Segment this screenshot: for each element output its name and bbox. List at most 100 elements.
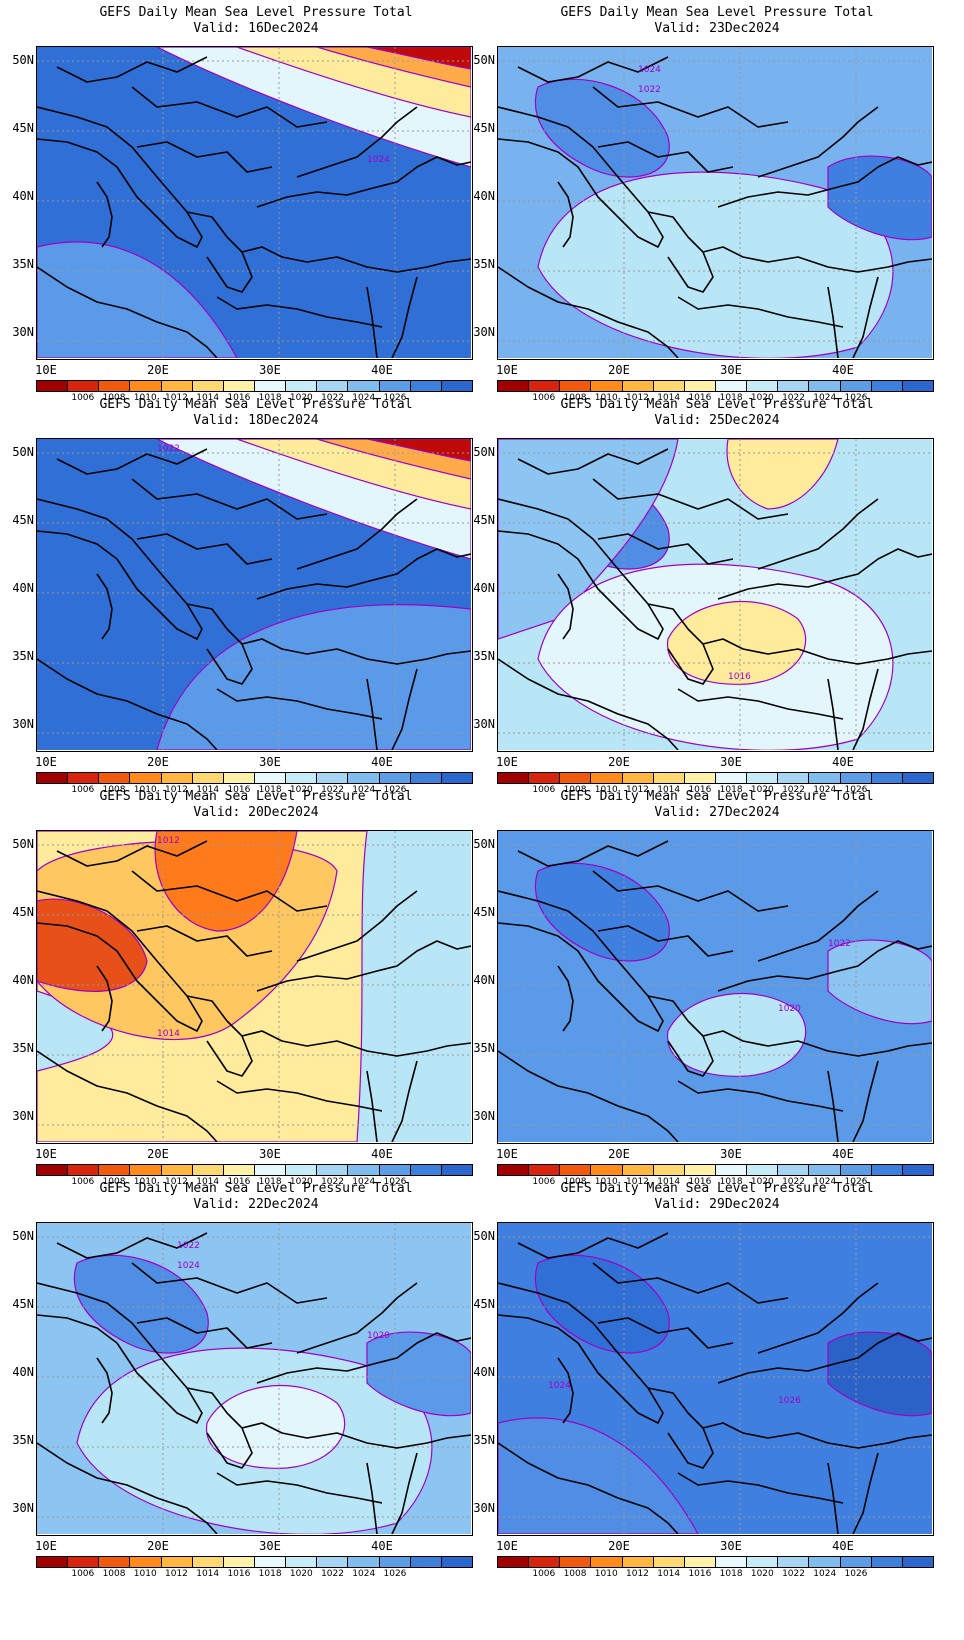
- contour-label: 1014: [157, 1029, 180, 1039]
- colorbar-swatch: [560, 1165, 592, 1175]
- coastline: [597, 533, 734, 565]
- colorbar-label: 1024: [352, 1569, 376, 1579]
- panel-valid-date: Valid: 16Dec2024: [193, 21, 319, 36]
- panel-valid-date: Valid: 20Dec2024: [193, 805, 319, 820]
- coastline: [131, 870, 328, 912]
- latitude-tick-label: 45N: [12, 905, 34, 919]
- colorbar-label: 1018: [258, 785, 282, 795]
- colorbar-swatch: [99, 381, 131, 391]
- colorbar-label: 1012: [165, 1177, 188, 1187]
- colorbar-label: 1006: [71, 1569, 95, 1579]
- colorbar-swatch: [871, 381, 903, 391]
- latitude-tick-label: 50N: [473, 53, 495, 67]
- latitude-tick-label: 35N: [12, 1041, 34, 1055]
- coastline: [592, 478, 789, 520]
- panel-title: GEFS Daily Mean Sea Level Pressure Total: [560, 1181, 874, 1196]
- coastline: [56, 448, 208, 475]
- colorbar-label: 1022: [782, 1569, 805, 1579]
- colorbar-label: 1020: [289, 785, 313, 795]
- coastline: [37, 658, 218, 750]
- colorbar-swatch: [223, 381, 255, 391]
- colorbar-swatch: [223, 1557, 255, 1567]
- coastline: [717, 940, 932, 992]
- colorbar-swatch: [560, 1557, 592, 1567]
- colorbar-swatch: [622, 381, 654, 391]
- colorbar-label: 1012: [165, 1569, 188, 1579]
- coastline: [597, 141, 734, 173]
- map-canvas: 1022 1024 1020: [37, 1223, 471, 1534]
- colorbar-swatch: [498, 1557, 530, 1567]
- coastline: [216, 688, 383, 720]
- coastline: [517, 1232, 669, 1259]
- colorbar-swatch: [68, 381, 100, 391]
- coastline: [216, 1080, 383, 1112]
- colorbar-label: 1022: [321, 785, 344, 795]
- colorbar-label: 1026: [383, 393, 407, 403]
- coastline: [702, 1030, 932, 1057]
- colorbar-label: 1008: [102, 1569, 126, 1579]
- colorbar-swatch: [286, 1557, 318, 1567]
- longitude-tick-label: 20E: [147, 1147, 169, 1161]
- coastline: [717, 548, 932, 600]
- panel-title: GEFS Daily Mean Sea Level Pressure Total: [560, 789, 874, 804]
- coastline: [96, 965, 113, 1032]
- longitude-tick-label: 30E: [259, 755, 281, 769]
- coastline: [717, 156, 932, 208]
- colorbar-label: 1012: [626, 1177, 649, 1187]
- pressure-region: [156, 604, 471, 750]
- panel-valid-date: Valid: 22Dec2024: [193, 1197, 319, 1212]
- longitude-tick-label: 10E: [35, 1147, 57, 1161]
- coastline: [391, 1060, 418, 1142]
- colorbar-swatch: [130, 1557, 162, 1567]
- coastline: [131, 478, 328, 520]
- coastline: [96, 181, 113, 248]
- coastline: [136, 925, 273, 957]
- pressure-region: [206, 1384, 346, 1469]
- coastline: [241, 1030, 471, 1057]
- colorbar-swatch: [348, 1557, 380, 1567]
- coastline: [296, 890, 418, 962]
- longitude-tick-label: 20E: [147, 363, 169, 377]
- colorbar-swatch: [747, 1557, 779, 1567]
- coastline: [186, 995, 253, 1077]
- pressure-region: [366, 1331, 471, 1417]
- contour-label: 1024: [177, 1261, 200, 1271]
- colorbar-label: 1012: [165, 785, 188, 795]
- coastline: [241, 1422, 471, 1449]
- pressure-map: 1016: [497, 438, 934, 752]
- colorbar-swatch: [68, 1165, 100, 1175]
- colorbar: [497, 1556, 934, 1568]
- coastline: [498, 106, 664, 248]
- colorbar-label: 1012: [165, 393, 188, 403]
- colorbar-swatch: [317, 381, 349, 391]
- latitude-tick-label: 35N: [473, 1041, 495, 1055]
- colorbar-label: 1026: [383, 1569, 407, 1579]
- coastline: [56, 840, 208, 867]
- pressure-region: [154, 831, 298, 932]
- coastline: [592, 86, 789, 128]
- colorbar-swatch: [529, 1557, 561, 1567]
- coastline: [827, 1462, 839, 1534]
- colorbar-label: 1016: [227, 393, 251, 403]
- colorbar-swatch: [317, 773, 349, 783]
- latitude-tick-label: 30N: [12, 325, 34, 339]
- colorbar-swatch: [317, 1165, 349, 1175]
- coastline: [852, 1060, 879, 1142]
- pressure-map: 1022: [36, 438, 473, 752]
- coastline: [517, 56, 669, 83]
- colorbar: [36, 772, 473, 784]
- colorbar-label: 1024: [352, 785, 376, 795]
- colorbar-label: 1026: [383, 785, 407, 795]
- longitude-tick-label: 20E: [608, 1539, 630, 1553]
- pressure-map: 1022 1024 1020: [36, 1222, 473, 1536]
- colorbar-label: 1020: [289, 1177, 313, 1187]
- colorbar-swatch: [529, 1165, 561, 1175]
- map-panel: GEFS Daily Mean Sea Level Pressure Total…: [461, 784, 943, 1194]
- coastline: [56, 56, 208, 83]
- pressure-map: 1022 1020: [497, 830, 934, 1144]
- colorbar-swatch: [591, 1165, 623, 1175]
- coastline: [757, 106, 879, 178]
- latitude-tick-label: 50N: [473, 445, 495, 459]
- colorbar-label: 1026: [844, 1569, 868, 1579]
- colorbar-label: 1022: [782, 785, 805, 795]
